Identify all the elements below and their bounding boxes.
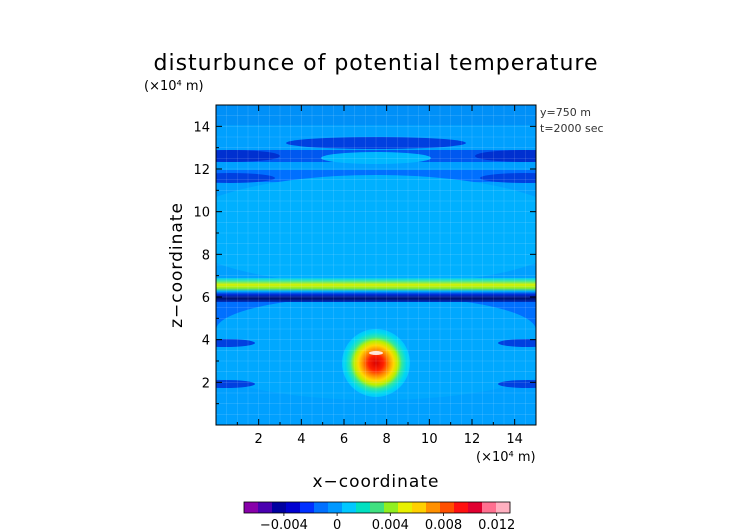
plot-area: [216, 105, 536, 425]
cold-region-right-bottom: [498, 380, 536, 388]
cold-region-right-mid: [480, 173, 536, 183]
field-top-layer: [216, 105, 536, 125]
z-unit-label: (×10⁴ m): [144, 79, 204, 94]
colorbar-tick-label: 0.008: [425, 518, 462, 532]
x-axis: 2 4 6 8 10 12 14: [236, 105, 523, 447]
colorbar-swatch: [426, 502, 441, 513]
colorbar-tick-label: 0.012: [478, 518, 515, 532]
warm-region-center: [216, 175, 536, 285]
cold-region-right-lower: [498, 339, 536, 347]
annotation-t: t=2000 sec: [540, 122, 604, 135]
x-tick-label: 6: [340, 432, 348, 447]
colorbar-swatch: [342, 502, 357, 513]
plot-frame: [215, 104, 537, 426]
colorbar-swatch: [300, 502, 315, 513]
colorbar-ticks: −0.004 0 0.004 0.008 0.012: [260, 513, 515, 532]
y-axis-label: z−coordinate: [167, 202, 187, 328]
x-tick-label: 14: [506, 432, 523, 447]
colorbar-swatch: [314, 502, 329, 513]
cold-region-left-bottom: [216, 380, 255, 388]
x-axis-label: x−coordinate: [313, 472, 440, 492]
cold-region-right-upper: [475, 150, 536, 162]
colorbar-swatch: [258, 502, 273, 513]
y-tick-label: 6: [202, 291, 210, 306]
colorbar-swatch: [496, 502, 511, 513]
colorbar-swatch: [244, 502, 259, 513]
cold-region-top: [286, 137, 466, 149]
colorbar-swatch: [468, 502, 483, 513]
x-tick-label: 8: [383, 432, 391, 447]
y-tick-label: 4: [202, 334, 210, 349]
y-tick-label: 10: [193, 206, 210, 221]
x-tick-label: 10: [421, 432, 438, 447]
colorbar-tick-label: 0.004: [372, 518, 409, 532]
colorbar-swatch: [272, 502, 287, 513]
colorbar-swatch: [398, 502, 413, 513]
chart-title: disturbunce of potential temperature: [154, 51, 599, 76]
y-axis: 2 4 6 8 10 12 14: [193, 120, 536, 405]
colorbar-swatch: [286, 502, 301, 513]
colorbar-swatch: [356, 502, 371, 513]
cold-region-left-upper: [216, 150, 280, 162]
colorbar-tick-label: −0.004: [260, 518, 308, 532]
warm-bubble-core: [369, 351, 383, 355]
annotation-y: y=750 m: [540, 106, 591, 119]
x-tick-label: 4: [297, 432, 305, 447]
colorbar-swatch: [384, 502, 399, 513]
x-tick-label: 2: [255, 432, 263, 447]
x-unit-label: (×10⁴ m): [476, 450, 536, 465]
cold-region-left-mid: [216, 173, 275, 183]
warm-ring-upper: [321, 152, 431, 164]
colorbar-swatch: [412, 502, 427, 513]
warm-bubble: [342, 329, 410, 397]
y-tick-label: 14: [193, 120, 210, 135]
cold-region-left-lower: [216, 339, 255, 347]
y-tick-label: 2: [202, 376, 210, 391]
colorbar-frame: [243, 501, 511, 514]
colorbar-tick-label: 0: [333, 518, 341, 532]
colorbar-swatch: [454, 502, 469, 513]
colorbar-swatch: [370, 502, 385, 513]
x-tick-label: 12: [464, 432, 481, 447]
horizontal-band: [216, 278, 536, 302]
y-tick-label: 12: [193, 163, 210, 178]
y-tick-label: 8: [202, 248, 210, 263]
colorbar: [243, 501, 511, 514]
colorbar-swatch: [482, 502, 497, 513]
gridlines: [216, 105, 536, 425]
colorbar-swatch: [328, 502, 343, 513]
colorbar-swatch: [440, 502, 455, 513]
